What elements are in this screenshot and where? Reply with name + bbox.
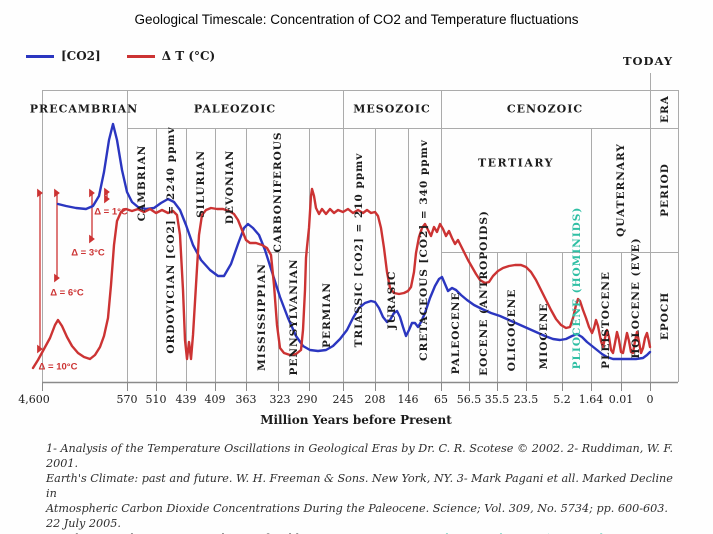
legend-temp-label: Δ T (°C) [161,49,216,63]
legend-item-temp: Δ T (°C) [126,49,216,63]
references: 1- Analysis of the Temperature Oscillati… [46,441,680,534]
temperature-curve [31,187,652,370]
legend-item-co2: [CO2] [26,49,101,63]
co2-line-swatch [26,54,54,58]
reference-line-1: 1- Analysis of the Temperature Oscillati… [46,442,674,470]
legend-co2-label: [CO2] [61,49,101,63]
conclusion-text: Conclusion and Interpretation by Nasif N… [46,532,388,534]
today-label: TODAY [622,54,674,68]
x-axis-title: Million Years before Present [260,413,452,427]
temp-line-swatch [126,54,155,58]
legend: [CO2] Δ T (°C) [26,49,215,63]
correction-note: Corrected on 07 July 2008 (CO2: Ordovici… [46,532,643,534]
chart-title: Geological Timescale: Concentration of C… [134,12,579,27]
reference-line-3: Atmospheric Carbon Dioxide Concentration… [46,502,668,530]
reference-line-2: Earth's Climate: past and future. W. H. … [46,472,673,500]
reference-line-4: Conclusion and Interpretation by Nasif N… [46,531,680,534]
co2-curve [56,122,652,361]
